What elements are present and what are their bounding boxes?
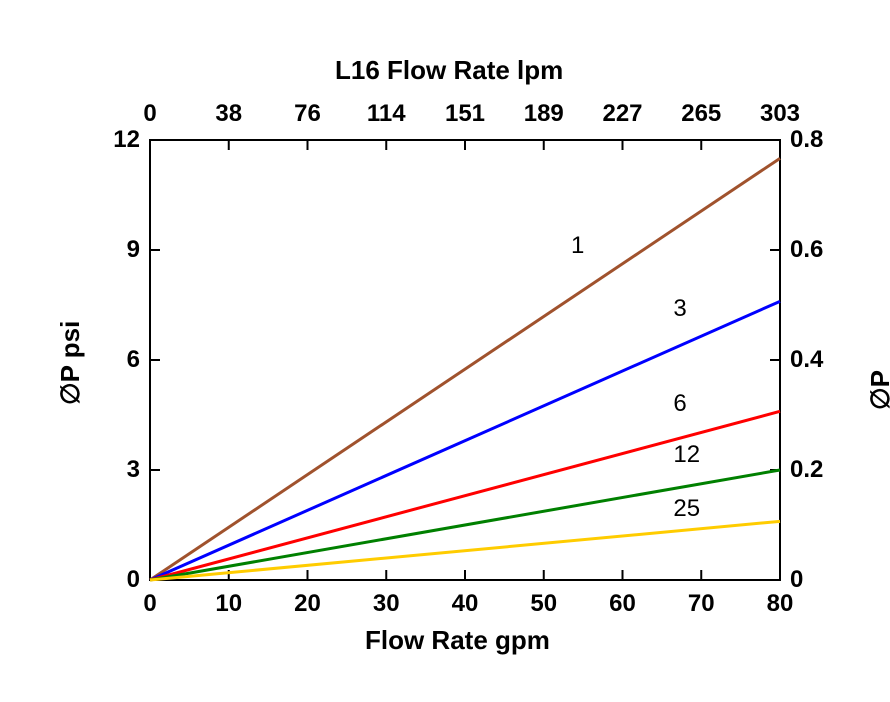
y-right-tick: 0.6 xyxy=(790,236,850,264)
y-left-tick: 12 xyxy=(90,126,140,154)
x-top-tick: 227 xyxy=(588,100,658,128)
y-right-tick: 0.8 xyxy=(790,126,850,154)
y-right-tick: 0.4 xyxy=(790,346,850,374)
x-bottom-tick: 10 xyxy=(199,590,259,618)
chart-title-top: L16 Flow Rate lpm xyxy=(335,55,563,86)
x-top-tick: 189 xyxy=(509,100,579,128)
x-bottom-tick: 20 xyxy=(278,590,338,618)
series-label-12: 12 xyxy=(673,441,733,469)
chart-container: L16 Flow Rate lpm Flow Rate gpm ∅P psi ∅… xyxy=(0,0,890,702)
x-bottom-tick: 0 xyxy=(120,590,180,618)
x-bottom-tick: 60 xyxy=(593,590,653,618)
y-axis-label-right: ∅P bar xyxy=(865,370,890,410)
x-top-tick: 38 xyxy=(194,100,264,128)
y-left-tick: 3 xyxy=(90,456,140,484)
series-label-3: 3 xyxy=(673,295,733,323)
series-label-25: 25 xyxy=(673,495,733,523)
x-bottom-tick: 40 xyxy=(435,590,495,618)
x-top-tick: 151 xyxy=(430,100,500,128)
y-right-tick: 0.2 xyxy=(790,456,850,484)
x-bottom-tick: 70 xyxy=(671,590,731,618)
series-label-1: 1 xyxy=(571,232,631,260)
x-axis-label-bottom: Flow Rate gpm xyxy=(365,625,550,656)
y-axis-label-left: ∅P psi xyxy=(55,321,86,405)
y-left-tick: 6 xyxy=(90,346,140,374)
x-bottom-tick: 30 xyxy=(356,590,416,618)
x-top-tick: 76 xyxy=(273,100,343,128)
series-label-6: 6 xyxy=(673,390,733,418)
y-left-tick: 0 xyxy=(90,566,140,594)
x-bottom-tick: 80 xyxy=(750,590,810,618)
y-right-tick: 0 xyxy=(790,566,850,594)
x-top-tick: 303 xyxy=(745,100,815,128)
x-top-tick: 114 xyxy=(351,100,421,128)
y-left-tick: 9 xyxy=(90,236,140,264)
x-bottom-tick: 50 xyxy=(514,590,574,618)
x-top-tick: 0 xyxy=(115,100,185,128)
x-top-tick: 265 xyxy=(666,100,736,128)
